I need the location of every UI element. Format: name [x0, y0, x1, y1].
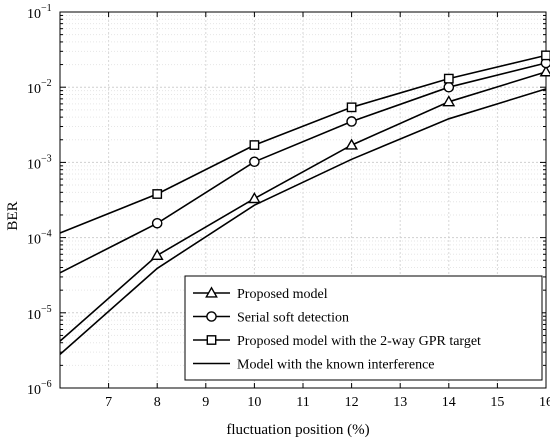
square-marker — [206, 335, 217, 345]
legend-label: Proposed model — [237, 287, 328, 302]
square-marker — [443, 73, 454, 84]
x-tick-label: 15 — [490, 395, 504, 410]
triangle-marker — [442, 95, 456, 107]
legend-entry: Model with the known interference — [193, 358, 435, 373]
legend-label: Model with the known interference — [237, 358, 435, 373]
x-tick-label: 14 — [442, 395, 456, 410]
y-tick-label: 10−3 — [27, 153, 52, 172]
circle-marker — [249, 156, 260, 168]
square-marker — [152, 189, 163, 199]
y-tick-label: 10−1 — [27, 3, 52, 22]
circle-marker — [151, 217, 163, 229]
circle-marker — [443, 81, 455, 93]
series-1 — [59, 65, 550, 342]
series-line — [59, 88, 547, 355]
y-tick-label: 10−2 — [27, 78, 52, 97]
x-tick-label: 16 — [539, 395, 550, 410]
x-tick-label: 12 — [345, 395, 359, 410]
y-axis-label: BER — [5, 201, 21, 230]
axes — [59, 11, 547, 389]
y-tick-label: 10−6 — [27, 379, 52, 398]
legend-label: Proposed model with the 2-way GPR target — [237, 334, 481, 349]
legend-entry: Serial soft detection — [193, 311, 349, 326]
tick-labels: 7 8 9 10 11 12 13 14 15 16 10−6 10−5 10−4 10−3 10−2 10−… — [27, 3, 550, 410]
square-marker — [541, 50, 550, 61]
triangle-marker — [247, 191, 261, 204]
y-tick-label: 10−5 — [27, 304, 52, 323]
triangle-marker — [205, 286, 218, 298]
legend-entry: Proposed model — [193, 286, 328, 302]
series-line — [59, 71, 547, 342]
x-tick-label: 10 — [247, 395, 261, 410]
series-line — [59, 54, 547, 234]
series-line — [59, 62, 547, 274]
legend: Proposed model Serial soft detection Propo… — [184, 275, 543, 381]
series-2 — [59, 57, 550, 274]
legend-entry: Proposed model with the 2-way GPR target — [193, 334, 481, 349]
triangle-marker — [539, 65, 550, 77]
series-3 — [59, 50, 550, 234]
series-layer — [59, 50, 550, 355]
square-marker — [346, 102, 357, 113]
x-tick-label: 13 — [393, 395, 407, 410]
x-tick-label: 7 — [105, 395, 112, 410]
triangle-marker — [150, 248, 164, 260]
legend-label: Serial soft detection — [237, 311, 349, 326]
square-marker — [249, 140, 260, 150]
triangle-marker — [345, 138, 359, 150]
series-4 — [59, 88, 547, 355]
x-tick-label: 11 — [296, 395, 309, 410]
y-tick-label: 10−4 — [27, 229, 52, 248]
x-tick-label: 9 — [202, 395, 209, 410]
x-axis-label: fluctuation position (%) — [226, 422, 369, 438]
circle-marker — [346, 116, 357, 127]
circle-marker — [206, 311, 217, 322]
x-tick-label: 8 — [154, 395, 161, 410]
legend-box — [184, 275, 543, 381]
